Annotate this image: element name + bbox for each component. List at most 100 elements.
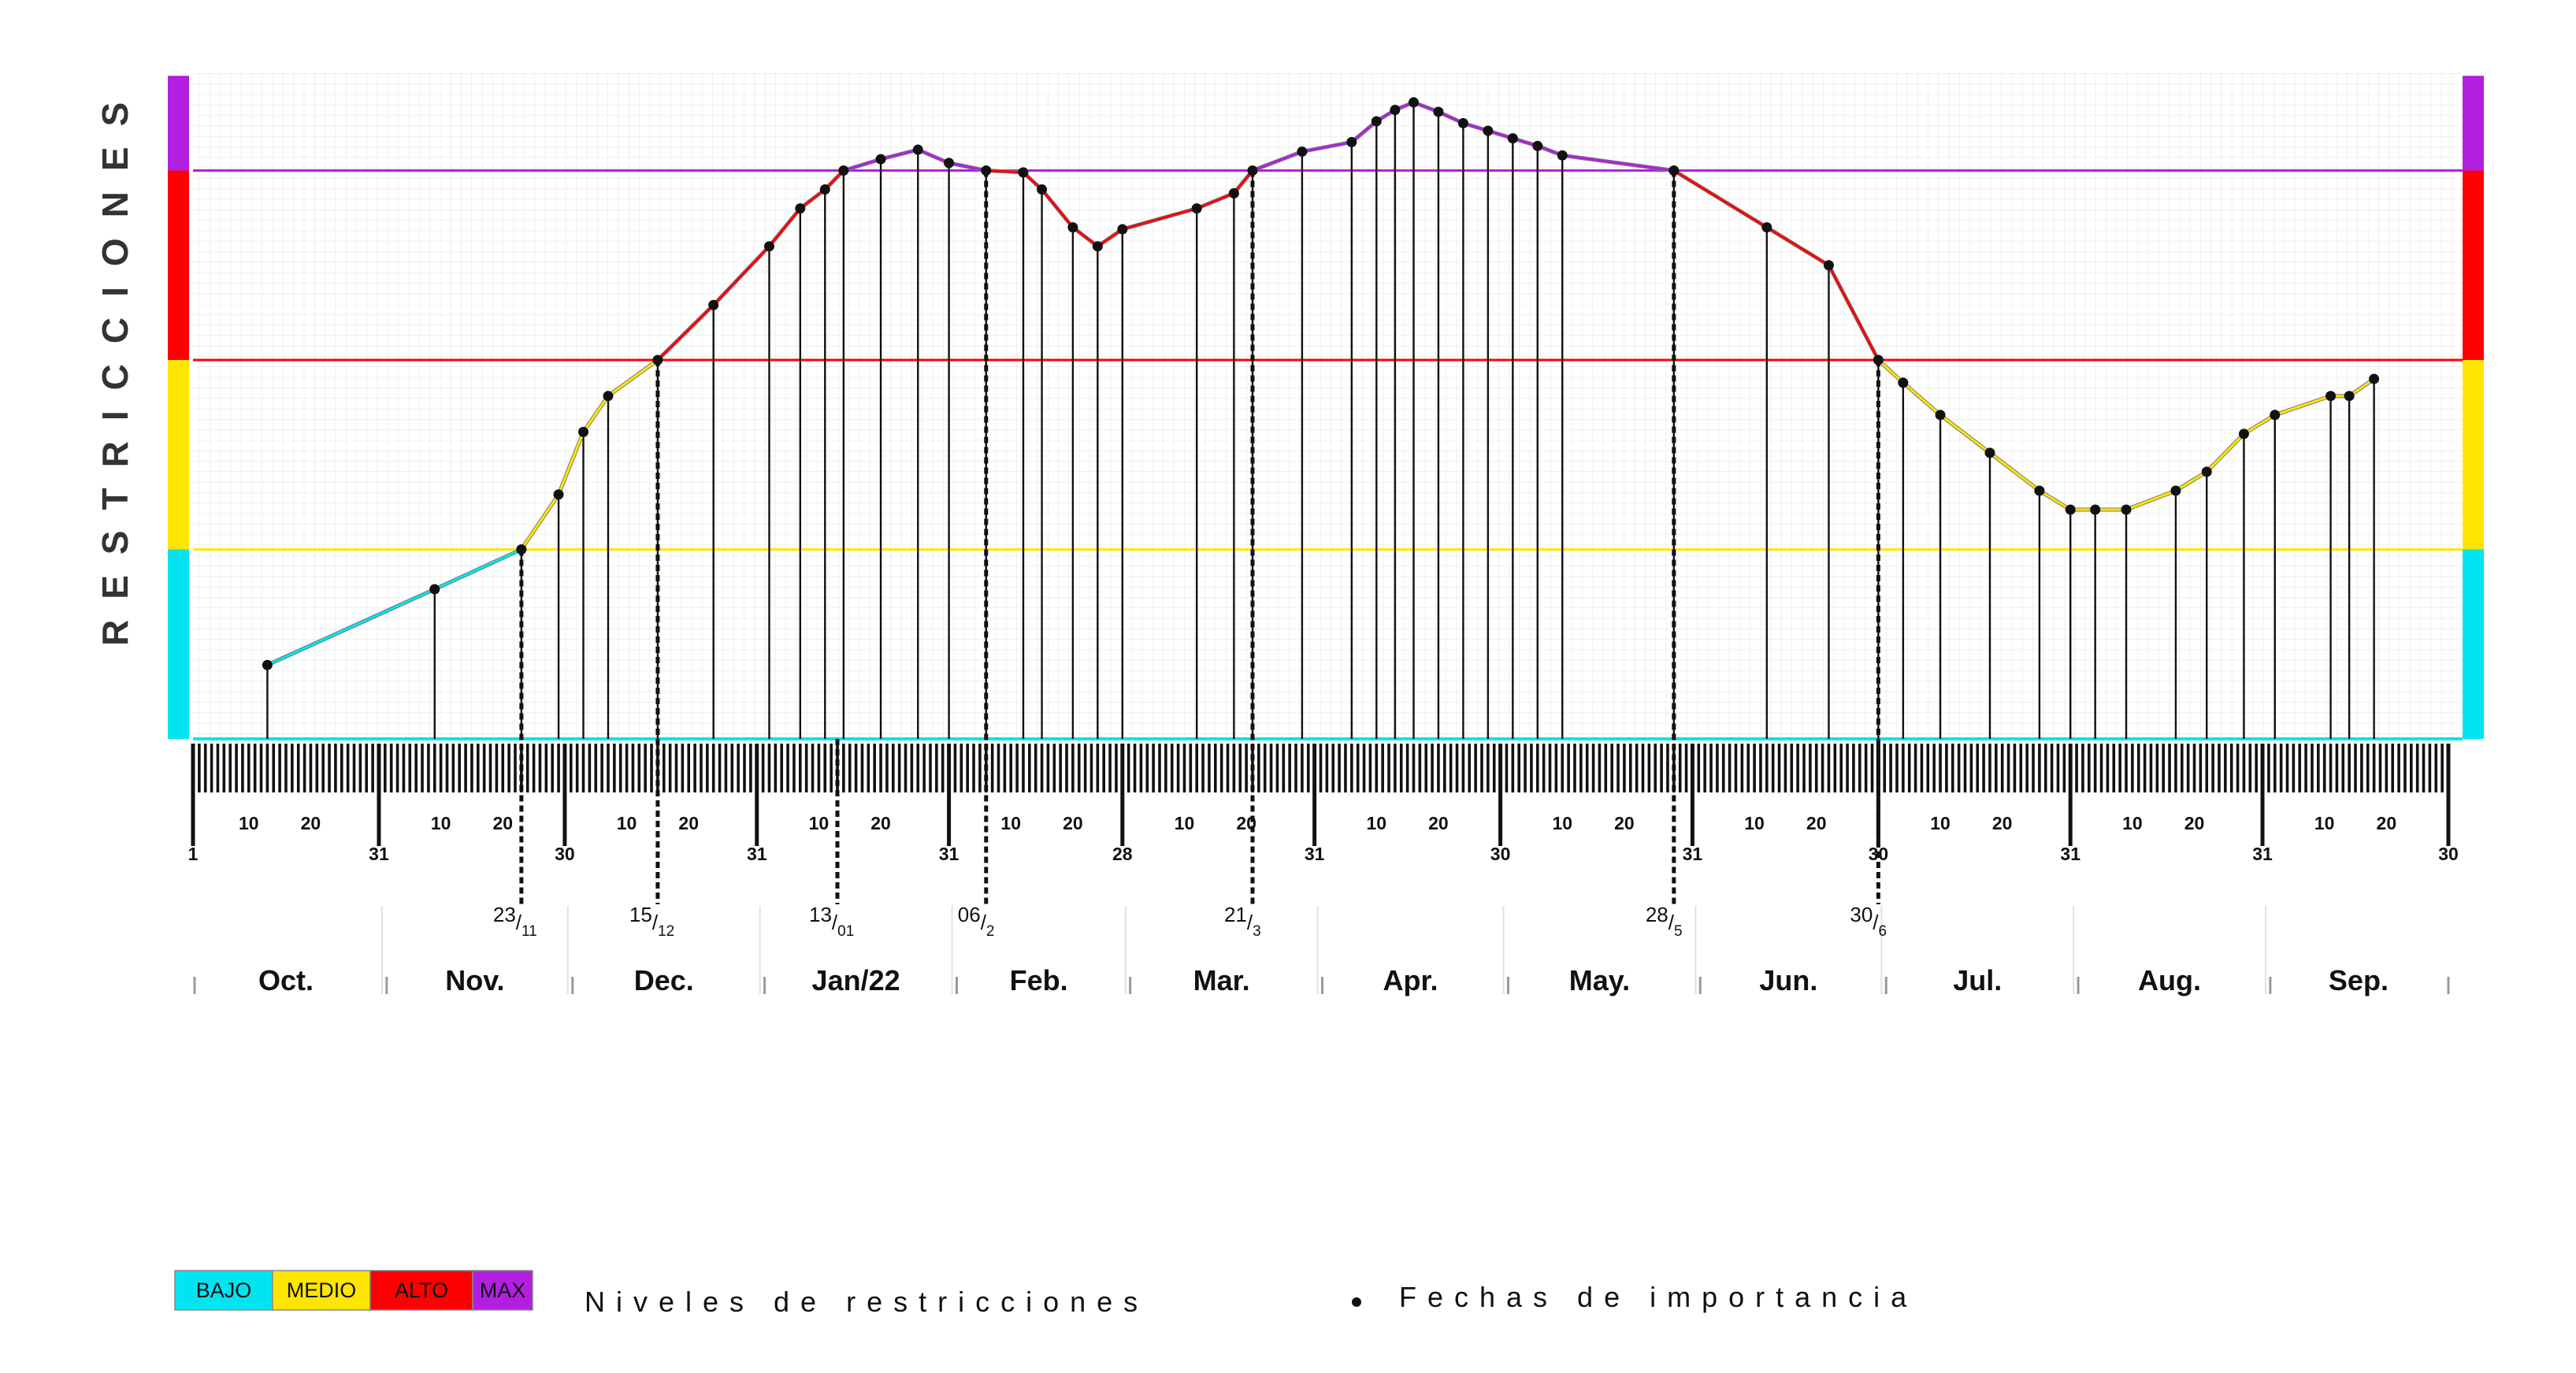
level-bar-right (2463, 360, 2484, 550)
important-date-label: 06/2 (958, 903, 995, 940)
tick-label: 20 (678, 813, 699, 833)
series-point (1507, 133, 1518, 144)
series-point (2344, 391, 2355, 402)
series-point (1483, 125, 1494, 136)
series-point (1346, 136, 1357, 147)
tick-label: 20 (1063, 813, 1083, 833)
tick-label: 30 (1490, 844, 1511, 864)
series-point (2121, 504, 2132, 515)
level-bar-right (2463, 76, 2484, 171)
tick-label: 10 (809, 813, 830, 833)
plot-grid (193, 73, 2462, 739)
series-line-segment (712, 245, 770, 306)
series-point (262, 659, 273, 670)
tick-label: 10 (239, 813, 259, 833)
tick-label: 20 (2184, 813, 2205, 833)
tick-label: 10 (1175, 813, 1195, 833)
month-label: Aug. (2138, 964, 2201, 996)
legend-label: MAX (480, 1278, 526, 1302)
level-bar-right (2463, 170, 2484, 360)
series-point (2369, 373, 2380, 384)
series-point (1532, 140, 1543, 151)
series-line-segment (557, 430, 585, 496)
series-point (603, 391, 614, 402)
series-line-segment (2273, 395, 2333, 417)
series-point (1297, 146, 1308, 157)
tick-label: 20 (1428, 813, 1449, 833)
series-point (1557, 150, 1568, 161)
legend-swatch (472, 1270, 533, 1311)
series-point (1668, 165, 1680, 176)
series-point (1433, 106, 1444, 117)
important-date-label: 30/6 (1850, 903, 1887, 940)
series-point (763, 241, 774, 252)
tick-label: 20 (1236, 813, 1256, 833)
series-line-segment (799, 188, 826, 210)
series-line-segment (1827, 264, 1880, 362)
tick-label: 31 (2252, 844, 2273, 864)
level-bar-right (2463, 549, 2484, 739)
series-line-segment (1251, 150, 1304, 172)
series-line-segment (1939, 414, 1991, 455)
series-line-segment (1902, 381, 1942, 417)
series-line-segment (582, 395, 610, 433)
series-line-segment (1301, 140, 1353, 153)
series-point (2325, 391, 2337, 402)
tick-label: 10 (1744, 813, 1765, 833)
series-point (981, 165, 992, 176)
month-label: Jan/22 (812, 964, 900, 996)
tick-label: 1 (188, 844, 199, 864)
series-point (2201, 466, 2212, 477)
level-bar-left (168, 549, 189, 739)
series-point (1117, 224, 1128, 235)
month-label: Feb. (1010, 964, 1068, 996)
tick-label: 30 (2438, 844, 2459, 864)
legend-swatch (174, 1270, 273, 1311)
series-point (578, 426, 589, 437)
series-line-segment (2242, 414, 2277, 436)
series-point (516, 544, 527, 555)
tick-label: 31 (2060, 844, 2080, 864)
important-date-label: 23/11 (493, 903, 537, 940)
series-point (795, 203, 806, 214)
month-labels: Oct. Nov. Dec. Jan/22 Feb. Mar. Apr. May. Jun. Ju… (193, 906, 2450, 996)
series-line-segment (985, 169, 1025, 174)
tick-label: 31 (747, 844, 767, 864)
series-line-segment (1071, 226, 1099, 248)
legend-swatch (369, 1270, 473, 1311)
series-line-segment (265, 588, 436, 666)
level-bars (168, 76, 2484, 739)
series-line-segment (1121, 207, 1198, 231)
level-bar-left (168, 170, 189, 360)
series-line-segment (1195, 191, 1235, 210)
series-point (429, 584, 440, 595)
tick-label: 10 (2314, 813, 2335, 833)
tick-label: 20 (1614, 813, 1635, 833)
series-point (1390, 105, 1401, 116)
series-line-segment (1765, 226, 1830, 267)
tick-label: 20 (492, 813, 513, 833)
series-points (262, 97, 2380, 670)
important-date-label: 21/3 (1224, 903, 1261, 940)
series-point (2034, 485, 2045, 496)
tick-label: 10 (1930, 813, 1951, 833)
series-point (553, 489, 564, 500)
important-date-label: 28/5 (1646, 903, 1683, 940)
tick-label: 31 (939, 844, 960, 864)
series-line-segment (656, 303, 715, 362)
series-point (1092, 241, 1103, 252)
legend-levels-text: Niveles de restricciones (585, 1286, 1149, 1318)
series-line-segment (520, 493, 560, 551)
series-point (838, 165, 849, 176)
tick-label: 31 (1305, 844, 1325, 864)
series-point (2170, 485, 2181, 496)
tick-label: 31 (369, 844, 389, 864)
series-point (1935, 410, 1946, 421)
tick-label: 20 (870, 813, 891, 833)
series-line-segment (607, 358, 659, 398)
series-point (819, 184, 830, 195)
series-point (1371, 116, 1382, 127)
tick-label: 10 (1552, 813, 1572, 833)
series-line-segment (879, 148, 919, 161)
